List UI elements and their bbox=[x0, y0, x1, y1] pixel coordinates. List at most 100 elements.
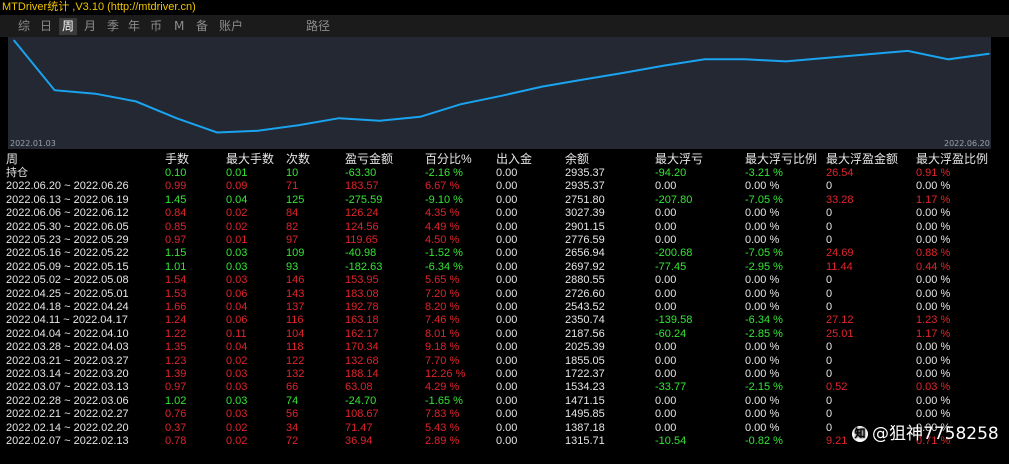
table-cell: 0.00 % bbox=[916, 180, 951, 193]
table-cell: 0.00 % bbox=[745, 287, 780, 300]
equity-point bbox=[947, 58, 950, 61]
table-cell: 0.01 bbox=[226, 167, 248, 179]
table-cell: -63.30 bbox=[345, 167, 377, 179]
table-row: 2022.02.28 ~ 2022.03.06 1.02 0.03 74 -24.70 -… bbox=[0, 395, 1009, 408]
tab-10[interactable]: 路径 bbox=[306, 19, 331, 33]
table-cell: 0.00 bbox=[496, 327, 518, 340]
table-cell: 1.17 % bbox=[916, 193, 951, 206]
equity-series-line bbox=[13, 39, 990, 134]
column-header[interactable]: 最大浮亏比例 bbox=[745, 152, 818, 166]
column-header[interactable]: 手数 bbox=[165, 152, 190, 166]
equity-point bbox=[338, 117, 340, 119]
table-cell: -0.82 % bbox=[745, 435, 783, 447]
tab-7[interactable]: M bbox=[174, 19, 185, 33]
position-row: 持仓 0.10 0.01 10 -63.30 -2.16 % 0.00 2935.37 -94.… bbox=[0, 167, 1009, 180]
row-label: 2022.06.20 ~ 2022.06.26 bbox=[6, 180, 129, 193]
table-cell: 2776.59 bbox=[565, 234, 605, 246]
table-cell: 0 bbox=[826, 341, 833, 354]
table-cell: 0.00 % bbox=[745, 220, 780, 233]
row-label: 2022.03.14 ~ 2022.03.20 bbox=[6, 368, 129, 380]
tab-2[interactable]: 周 bbox=[59, 18, 78, 35]
table-cell: 0.00 % bbox=[745, 234, 780, 246]
table-cell: 126.24 bbox=[345, 207, 379, 220]
zhihu-icon: 知 bbox=[852, 426, 868, 442]
row-label: 2022.05.23 ~ 2022.05.29 bbox=[6, 234, 129, 246]
equity-point bbox=[744, 58, 747, 61]
column-header[interactable]: 最大浮亏 bbox=[655, 152, 704, 166]
table-cell: 0.00 % bbox=[916, 341, 951, 354]
table-cell: -275.59 bbox=[345, 193, 383, 206]
tab-8[interactable]: 备 bbox=[196, 19, 209, 33]
table-cell: 0.00 % bbox=[916, 207, 951, 220]
table-cell: 4.50 % bbox=[425, 234, 460, 246]
table-cell: 0.00 bbox=[496, 354, 518, 367]
table-cell: 0.00 % bbox=[916, 408, 951, 421]
column-header[interactable]: 最大浮盈比例 bbox=[916, 152, 989, 166]
table-cell: 0.02 bbox=[226, 421, 248, 434]
tab-1[interactable]: 日 bbox=[40, 19, 53, 33]
column-header[interactable]: 周 bbox=[6, 152, 19, 166]
table-cell: 93 bbox=[286, 260, 299, 273]
table-cell: 2543.52 bbox=[565, 301, 605, 313]
equity-point bbox=[988, 52, 990, 55]
column-header[interactable]: 最大手数 bbox=[226, 152, 275, 166]
row-label: 2022.03.21 ~ 2022.03.27 bbox=[6, 354, 129, 367]
table-cell: 2935.37 bbox=[565, 180, 605, 193]
table-cell: 2726.60 bbox=[565, 287, 605, 300]
tab-4[interactable]: 季 bbox=[107, 19, 120, 33]
table-cell: 97 bbox=[286, 234, 299, 246]
table-cell: 0.99 bbox=[165, 180, 187, 193]
table-cell: -139.58 bbox=[655, 314, 693, 327]
table-cell: 1.01 bbox=[165, 260, 187, 273]
table-cell: 0 bbox=[826, 421, 833, 434]
row-label: 2022.05.30 ~ 2022.06.05 bbox=[6, 220, 129, 233]
table-cell: 2025.39 bbox=[565, 341, 605, 354]
table-cell: 74 bbox=[286, 394, 299, 407]
table-cell: 0.00 % bbox=[745, 341, 780, 354]
table-cell: 0.97 bbox=[165, 381, 187, 394]
table-cell: 104 bbox=[286, 327, 305, 340]
table-cell: 0.78 bbox=[165, 435, 187, 447]
table-cell: 9.21 bbox=[826, 435, 848, 447]
table-cell: 0.00 bbox=[655, 354, 677, 367]
table-cell: 0.00 % bbox=[916, 234, 951, 246]
table-cell: 0 bbox=[826, 368, 833, 380]
column-header[interactable]: 次数 bbox=[286, 152, 311, 166]
table-cell: 7.46 % bbox=[425, 314, 460, 327]
table-cell: 0.02 bbox=[226, 354, 248, 367]
equity-point bbox=[622, 72, 625, 74]
table-cell: 119.65 bbox=[345, 234, 378, 246]
table-row: 2022.05.23 ~ 2022.05.29 0.97 0.01 97 119.65 4… bbox=[0, 234, 1009, 247]
table-cell: 132.68 bbox=[345, 354, 379, 367]
table-cell: -2.16 % bbox=[425, 167, 463, 179]
table-cell: 7.83 % bbox=[425, 408, 460, 421]
table-cell: 0 bbox=[826, 394, 833, 407]
tab-6[interactable]: 币 bbox=[150, 19, 163, 33]
table-cell: 143 bbox=[286, 287, 305, 300]
column-header[interactable]: 百分比% bbox=[425, 152, 472, 166]
table-cell: 0.00 bbox=[496, 207, 518, 220]
column-header[interactable]: 出入金 bbox=[496, 152, 533, 166]
tab-9[interactable]: 账户 bbox=[219, 19, 244, 33]
table-row: 2022.04.25 ~ 2022.05.01 1.53 0.06 143 183.08… bbox=[0, 288, 1009, 301]
equity-point bbox=[419, 116, 422, 118]
tab-0[interactable]: 综 bbox=[18, 19, 31, 33]
table-cell: 170.34 bbox=[345, 341, 379, 354]
table-cell: 0.01 bbox=[226, 234, 248, 246]
column-header[interactable]: 最大浮盈金额 bbox=[826, 152, 899, 166]
equity-point bbox=[663, 64, 665, 67]
table-cell: 56 bbox=[286, 408, 299, 421]
table-cell: 0.00 bbox=[655, 341, 677, 354]
table-cell: 26.54 bbox=[826, 167, 854, 179]
table-row: 2022.06.20 ~ 2022.06.26 0.99 0.09 71 183.57 6… bbox=[0, 180, 1009, 193]
tab-3[interactable]: 月 bbox=[84, 19, 97, 33]
table-cell: 84 bbox=[286, 207, 299, 220]
tab-5[interactable]: 年 bbox=[128, 19, 141, 33]
table-cell: 0.04 bbox=[226, 193, 248, 206]
column-header[interactable]: 盈亏金额 bbox=[345, 152, 394, 166]
table-cell: 0.00 bbox=[496, 301, 518, 313]
column-header[interactable]: 余额 bbox=[565, 152, 590, 166]
equity-point bbox=[257, 130, 259, 132]
table-cell: 5.65 % bbox=[425, 274, 460, 287]
table-cell: -207.80 bbox=[655, 193, 693, 206]
